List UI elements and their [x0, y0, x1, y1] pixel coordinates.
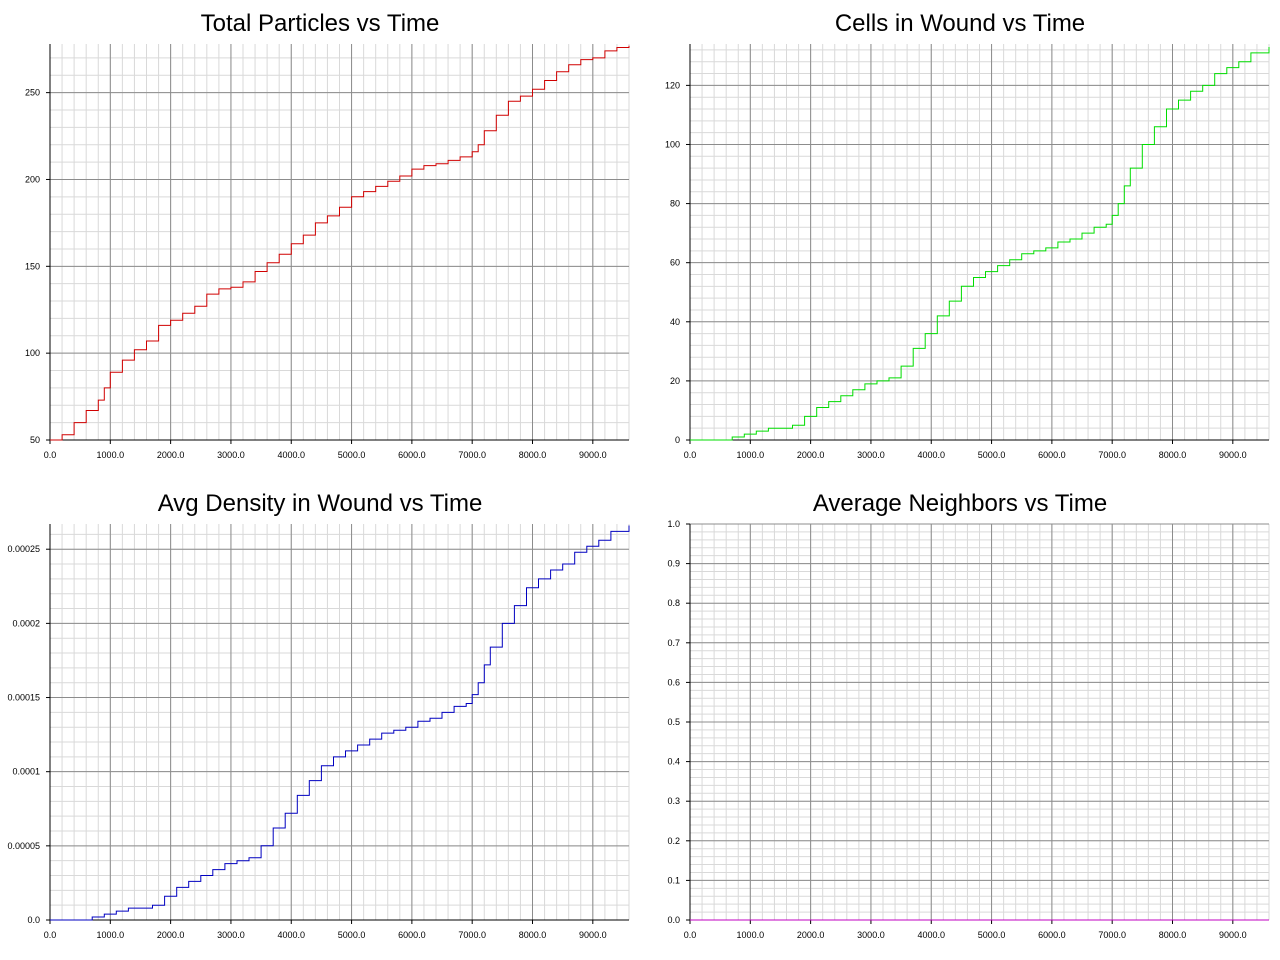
y-tick-label: 0.6 — [667, 677, 680, 687]
x-tick-label: 3000.0 — [217, 450, 245, 460]
y-tick-label: 0.1 — [667, 875, 680, 885]
x-tick-label: 7000.0 — [1098, 450, 1126, 460]
chart-panel-avg-density: Avg Density in Wound vs Time 0.0 1000.0 20… — [0, 480, 640, 960]
y-tick-label: 1.0 — [667, 519, 680, 529]
y-tick-label: 50 — [30, 435, 40, 445]
x-tick-label: 6000.0 — [398, 450, 426, 460]
x-tick-label: 9000.0 — [1219, 930, 1247, 940]
x-tick-label: 6000.0 — [1038, 450, 1066, 460]
x-tick-label: 3000.0 — [857, 450, 885, 460]
x-tick-label: 8000.0 — [519, 930, 547, 940]
x-tick-label: 9000.0 — [579, 930, 607, 940]
x-tick-label: 9000.0 — [579, 450, 607, 460]
x-tick-label: 2000.0 — [157, 450, 185, 460]
y-tick-label: 0.4 — [667, 757, 680, 767]
x-tick-label: 4000.0 — [917, 930, 945, 940]
chart-panel-cells-in-wound: Cells in Wound vs Time 0.0 1000.0 2000.0 30… — [640, 0, 1280, 480]
y-tick-label: 0.2 — [667, 836, 680, 846]
x-tick-label: 4000.0 — [277, 450, 305, 460]
y-tick-label: 0.8 — [667, 598, 680, 608]
y-tick-label: 40 — [670, 317, 680, 327]
y-tick-label: 0.00015 — [7, 693, 40, 703]
y-tick-label: 0 — [675, 435, 680, 445]
chart-plot: 0.0 1000.0 2000.0 3000.0 4000.0 5000.0 6000.0 7… — [7, 524, 630, 940]
y-tick-label: 0.5 — [667, 717, 680, 727]
y-tick-label: 100 — [665, 139, 680, 149]
chart-title: Average Neighbors vs Time — [812, 490, 1108, 517]
x-tick-label: 1000.0 — [737, 450, 765, 460]
chart-panel-total-particles: Total Particles vs Time 0.0 1000.0 2000.0 3… — [0, 0, 640, 480]
x-tick-label: 5000.0 — [338, 450, 366, 460]
x-tick-label: 0.0 — [684, 450, 697, 460]
x-tick-label: 9000.0 — [1219, 450, 1247, 460]
y-tick-label: 0.7 — [667, 638, 680, 648]
x-tick-label: 1000.0 — [97, 930, 125, 940]
x-tick-label: 4000.0 — [917, 450, 945, 460]
series-line — [50, 525, 630, 921]
x-tick-label: 7000.0 — [458, 930, 486, 940]
x-tick-label: 0.0 — [44, 930, 57, 940]
x-tick-label: 4000.0 — [277, 930, 305, 940]
y-tick-label: 0.00025 — [7, 544, 40, 554]
chart-plot: 0.0 1000.0 2000.0 3000.0 4000.0 5000.0 6000.0 7… — [667, 519, 1270, 940]
y-tick-label: 80 — [670, 199, 680, 209]
y-tick-label: 0.3 — [667, 796, 680, 806]
x-tick-label: 0.0 — [44, 450, 57, 460]
x-tick-label: 8000.0 — [1159, 930, 1187, 940]
series-line — [50, 45, 630, 441]
y-tick-label: 0.00005 — [7, 841, 40, 851]
y-tick-label: 150 — [25, 261, 40, 271]
x-tick-label: 8000.0 — [519, 450, 547, 460]
x-tick-label: 5000.0 — [978, 930, 1006, 940]
x-tick-label: 1000.0 — [737, 930, 765, 940]
x-tick-label: 6000.0 — [398, 930, 426, 940]
y-tick-label: 0.0 — [27, 915, 40, 925]
y-tick-label: 0.0 — [667, 915, 680, 925]
x-tick-label: 0.0 — [684, 930, 697, 940]
x-tick-label: 7000.0 — [1098, 930, 1126, 940]
series-line — [690, 47, 1270, 441]
chart-title: Avg Density in Wound vs Time — [157, 490, 483, 517]
y-tick-label: 20 — [670, 376, 680, 386]
y-tick-label: 250 — [25, 88, 40, 98]
x-tick-label: 3000.0 — [217, 930, 245, 940]
x-tick-label: 8000.0 — [1159, 450, 1187, 460]
y-tick-label: 120 — [665, 80, 680, 90]
x-tick-label: 5000.0 — [338, 930, 366, 940]
x-tick-label: 2000.0 — [797, 930, 825, 940]
y-tick-label: 60 — [670, 258, 680, 268]
x-tick-label: 3000.0 — [857, 930, 885, 940]
y-tick-label: 200 — [25, 174, 40, 184]
y-tick-label: 0.9 — [667, 559, 680, 569]
chart-plot: 0.0 1000.0 2000.0 3000.0 4000.0 5000.0 6000.0 7… — [665, 44, 1270, 460]
y-tick-label: 0.0001 — [12, 767, 40, 777]
x-tick-label: 6000.0 — [1038, 930, 1066, 940]
x-tick-label: 7000.0 — [458, 450, 486, 460]
chart-title: Total Particles vs Time — [200, 10, 440, 37]
chart-panel-average-neighbors: Average Neighbors vs Time 0.0 1000.0 2000.… — [640, 480, 1280, 960]
chart-plot: 0.0 1000.0 2000.0 3000.0 4000.0 5000.0 6000.0 7… — [25, 44, 630, 460]
chart-title: Cells in Wound vs Time — [834, 10, 1086, 37]
x-tick-label: 1000.0 — [97, 450, 125, 460]
y-tick-label: 0.0002 — [12, 618, 40, 628]
y-tick-label: 100 — [25, 348, 40, 358]
x-tick-label: 2000.0 — [797, 450, 825, 460]
x-tick-label: 2000.0 — [157, 930, 185, 940]
x-tick-label: 5000.0 — [978, 450, 1006, 460]
